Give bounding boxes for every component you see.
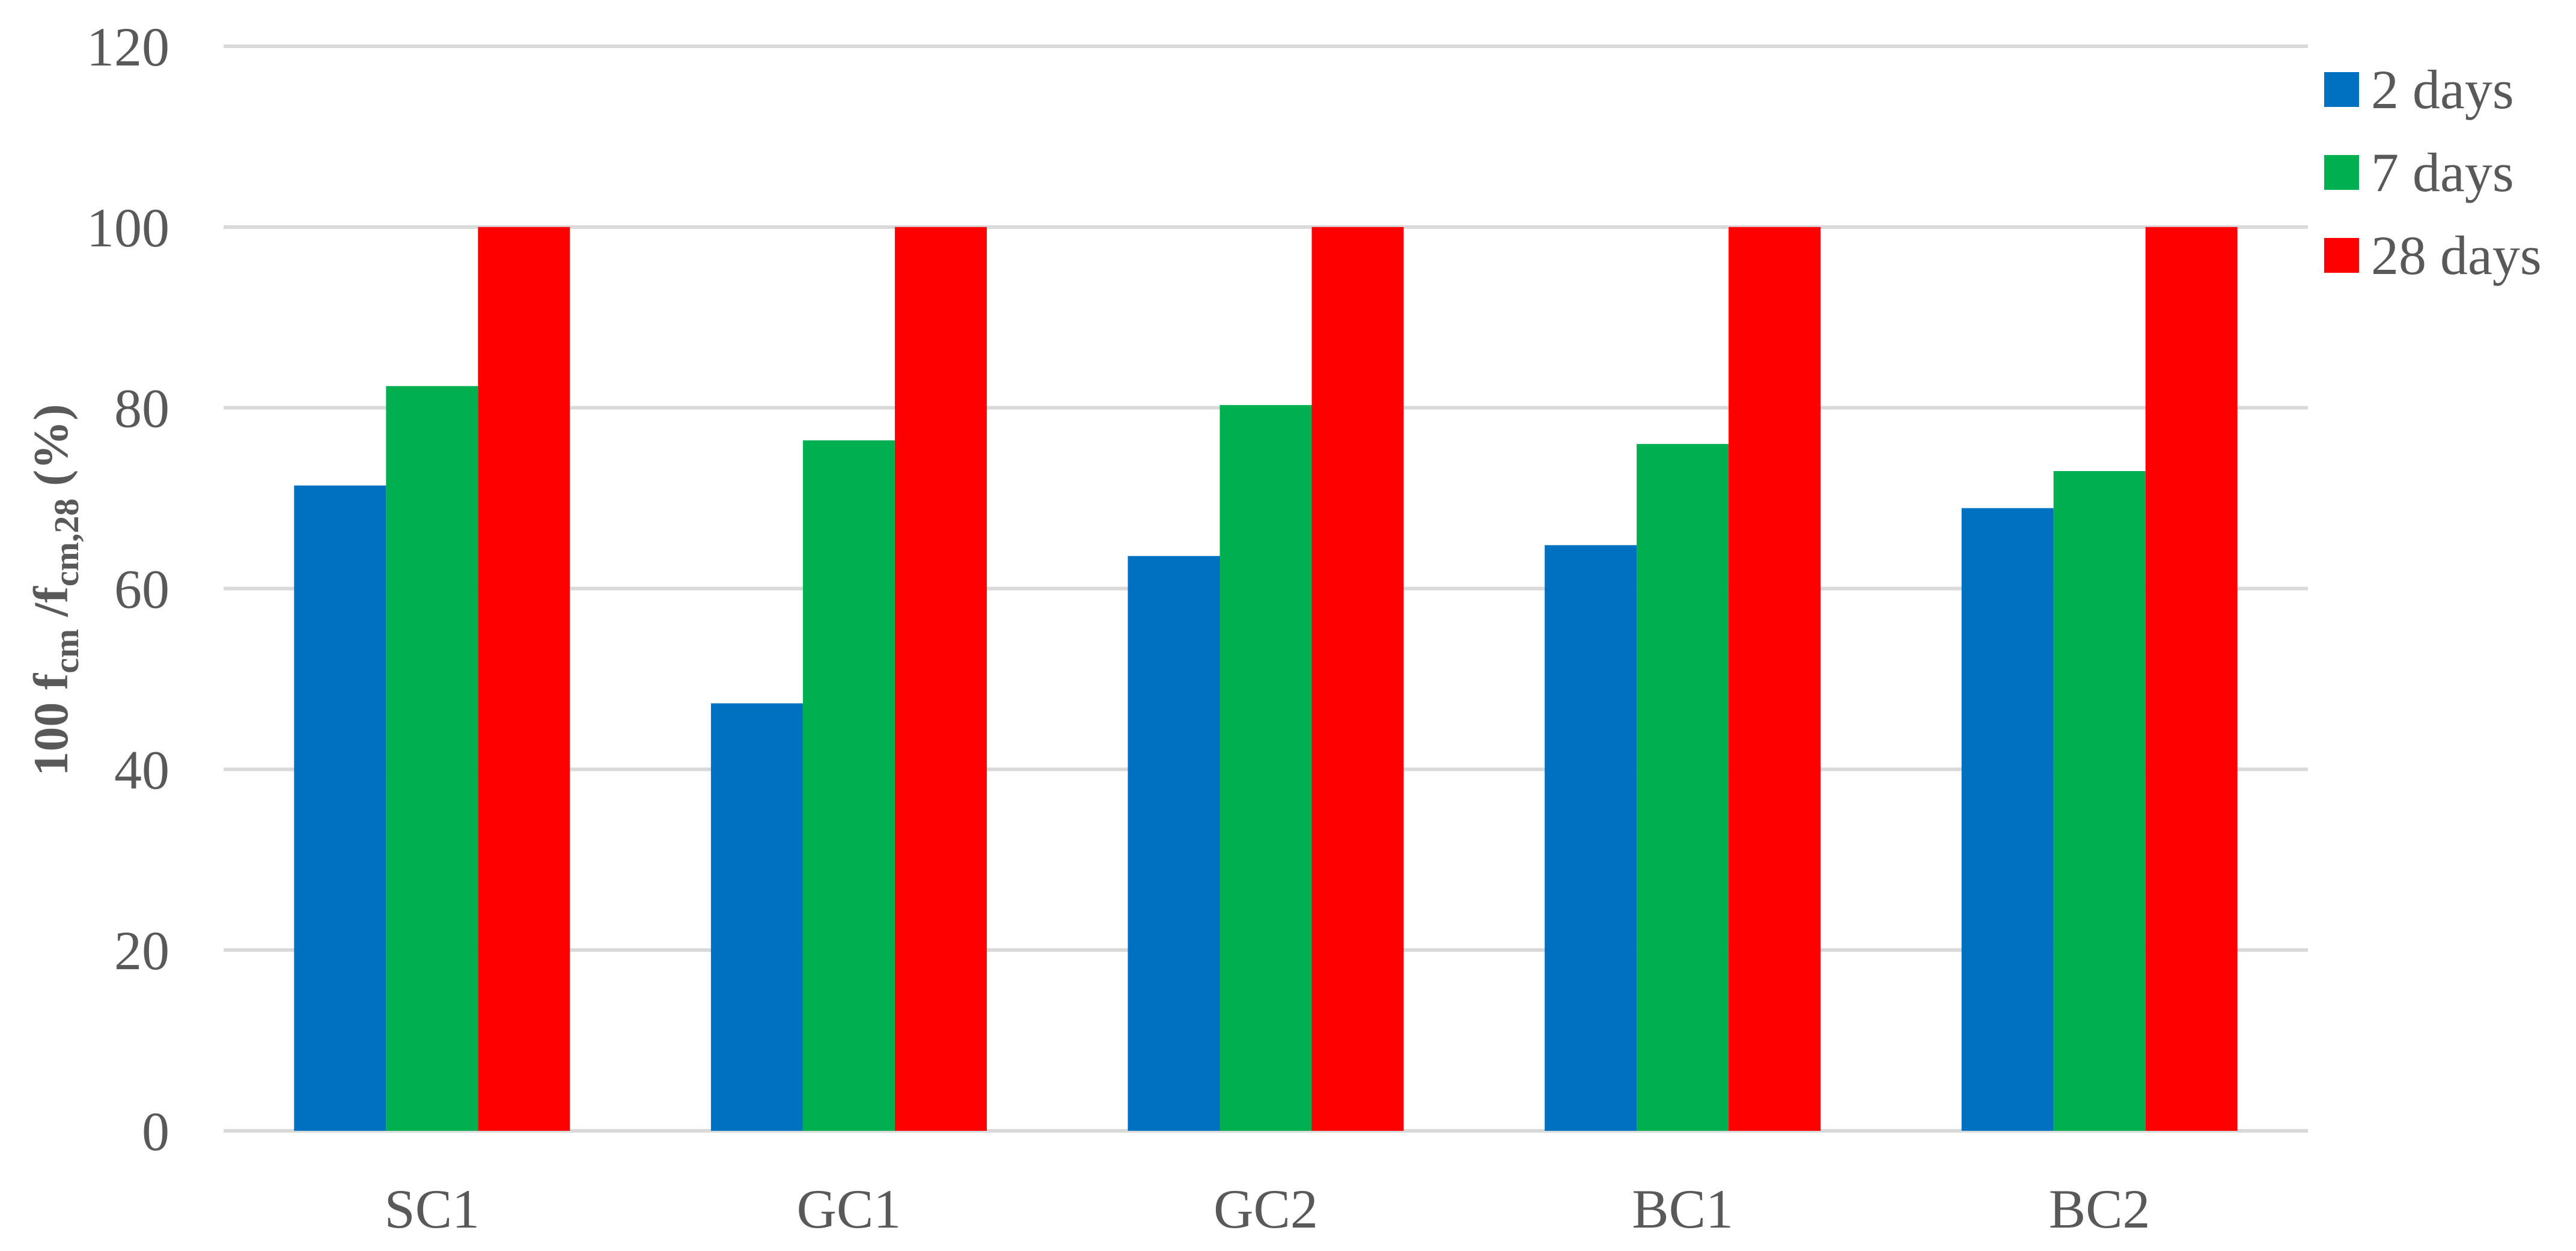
y-tick-label: 100: [87, 197, 169, 258]
x-tick-label: GC2: [1213, 1178, 1318, 1240]
bar-sc1-2-days: [294, 485, 386, 1131]
legend-label: 28 days: [2371, 225, 2542, 286]
y-axis-title-sub2: cm,28: [47, 499, 86, 587]
legend-swatch: [2324, 155, 2359, 190]
bar-bc2-2-days: [1961, 508, 2054, 1131]
y-tick-label: 120: [87, 16, 169, 78]
bar-bc1-28-days: [1729, 227, 1821, 1131]
y-axis-title-sub1: cm: [47, 629, 86, 674]
y-axis-title-suffix: (%): [23, 404, 78, 498]
bar-sc1-28-days: [478, 227, 570, 1131]
bar-bc1-7-days: [1637, 443, 1729, 1131]
bar-gc2-7-days: [1219, 405, 1312, 1131]
legend-swatch: [2324, 72, 2359, 107]
y-axis-ticks: 0 20 40 60 80 100 120: [87, 16, 169, 1162]
y-axis-title: 100 fcm /fcm,28 (%): [23, 404, 86, 776]
bar-gc1-2-days: [710, 703, 803, 1131]
legend: 2 days 7 days 28 days: [2324, 59, 2542, 286]
bar-sc1-7-days: [386, 386, 478, 1131]
y-axis-title-prefix: 100 f: [23, 672, 78, 776]
bar-gc2-28-days: [1311, 227, 1404, 1131]
x-tick-label: BC2: [2049, 1178, 2150, 1240]
bar-gc2-2-days: [1128, 556, 1220, 1131]
legend-label: 7 days: [2371, 142, 2514, 203]
legend-swatch: [2324, 238, 2359, 273]
y-tick-label: 20: [114, 920, 169, 981]
bar-gc1-28-days: [894, 227, 987, 1131]
x-tick-label: GC1: [796, 1178, 901, 1240]
x-tick-label: BC1: [1632, 1178, 1733, 1240]
bars: [294, 227, 2238, 1131]
bar-bc2-7-days: [2053, 470, 2146, 1131]
legend-label: 2 days: [2371, 59, 2514, 120]
y-axis-title-middle: /f: [23, 585, 78, 629]
bar-bc2-28-days: [2145, 227, 2238, 1131]
bar-bc1-2-days: [1545, 545, 1637, 1131]
x-axis-categories: SC1 GC1 GC2 BC1 BC2: [385, 1178, 2150, 1240]
x-tick-label: SC1: [385, 1178, 480, 1240]
y-tick-label: 40: [114, 739, 169, 800]
bar-gc1-7-days: [802, 440, 895, 1131]
y-tick-label: 60: [114, 559, 169, 620]
y-tick-label: 80: [114, 378, 169, 439]
y-tick-label: 0: [142, 1101, 169, 1162]
